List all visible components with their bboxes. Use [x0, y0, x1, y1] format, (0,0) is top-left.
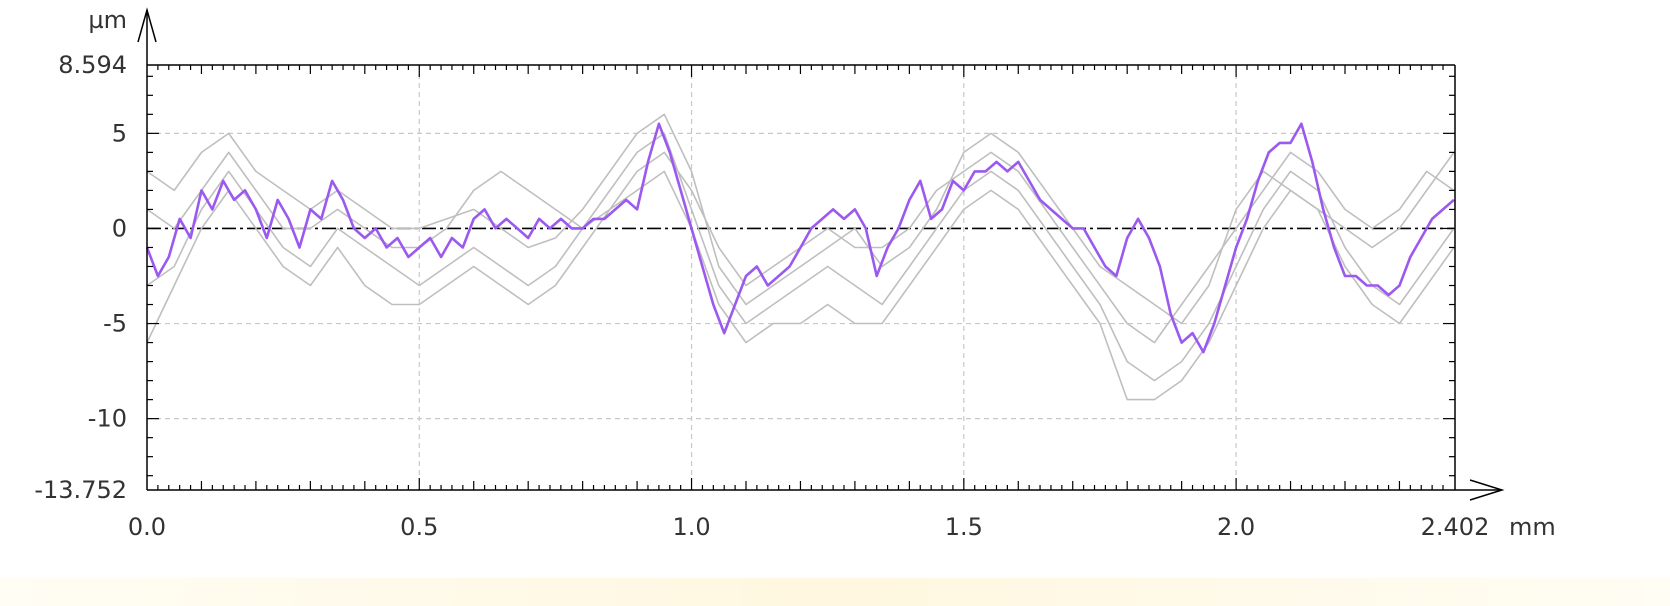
- x-tick-label: 2.402: [1421, 513, 1490, 541]
- tick-marks: [147, 65, 1455, 490]
- y-unit-label: µm: [88, 6, 127, 34]
- x-tick-label: 0.5: [400, 513, 438, 541]
- series-line-background: [146, 132, 1455, 382]
- x-axis-arrow: [1469, 479, 1505, 501]
- grid-lines: [147, 65, 1455, 490]
- x-tick-label: 1.5: [945, 513, 983, 541]
- background-profiles: [146, 113, 1455, 401]
- y-axis-arrow: [137, 7, 157, 43]
- x-tick-label: 1.0: [672, 513, 710, 541]
- series-line-background: [146, 113, 1455, 325]
- series-line-highlight: [145, 122, 1455, 354]
- series-line-background: [146, 170, 1455, 401]
- x-unit-label: mm: [1509, 513, 1556, 541]
- tick-labels: 0.0 0.5 1.0 1.5 2.0 2.402 8.594 5 0 -5 -10 -13.752 µ…: [34, 6, 1555, 541]
- y-tick-label: -13.752: [34, 476, 127, 504]
- y-tick-label: 0: [112, 214, 127, 242]
- highlight-profile: [145, 122, 1455, 354]
- x-tick-label: 0.0: [128, 513, 166, 541]
- y-tick-label: 8.594: [58, 51, 127, 79]
- bottom-band: [0, 578, 1670, 606]
- y-tick-label: 5: [112, 119, 127, 147]
- y-tick-label: -5: [103, 310, 127, 338]
- y-tick-label: -10: [88, 405, 127, 433]
- x-tick-label: 2.0: [1217, 513, 1255, 541]
